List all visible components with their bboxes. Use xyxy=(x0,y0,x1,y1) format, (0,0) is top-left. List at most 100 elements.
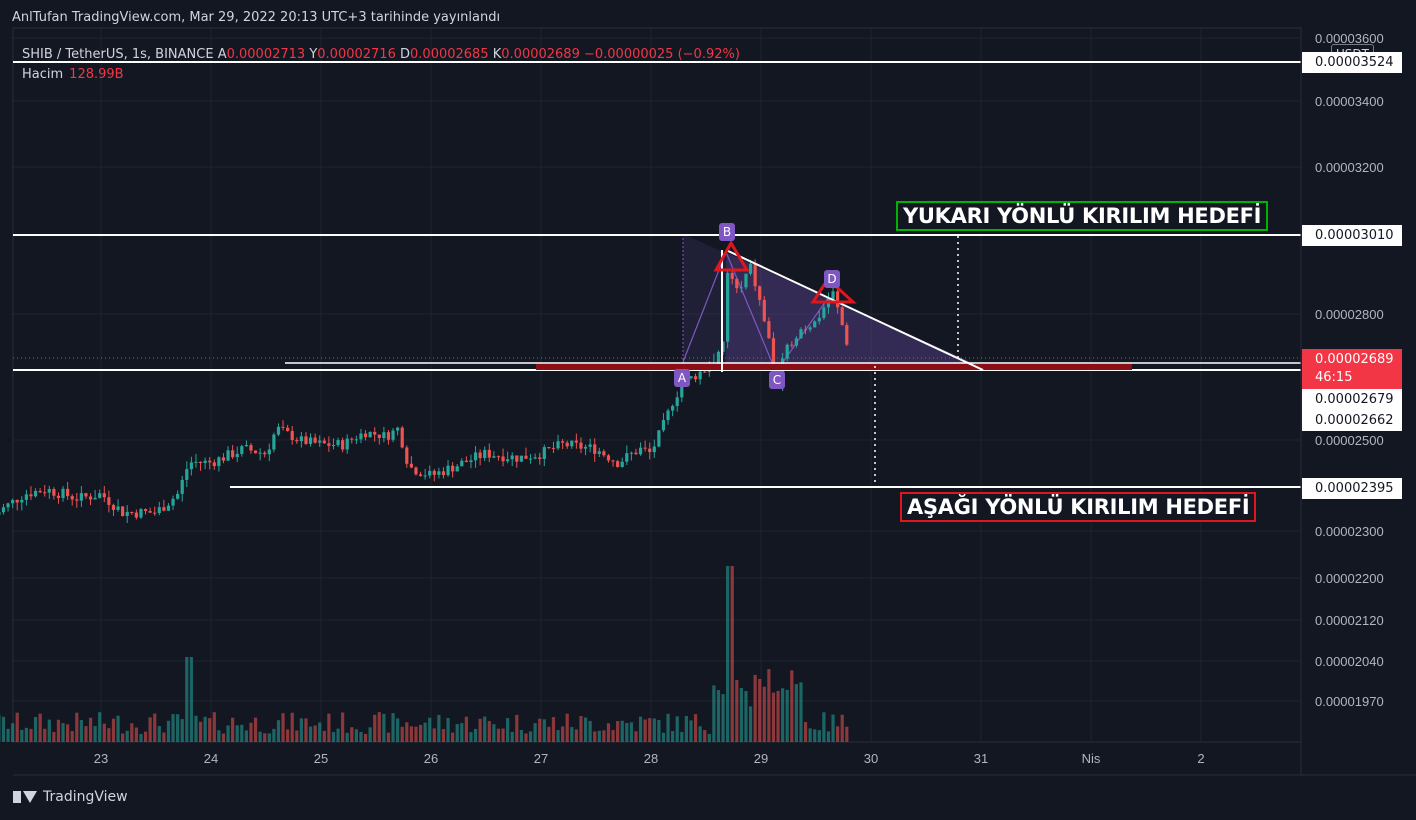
volume-bar xyxy=(451,732,455,742)
candle-body xyxy=(162,507,166,511)
candle-body xyxy=(561,441,565,443)
candle-body xyxy=(386,432,391,440)
legend-ohlc-row: SHIB / TetherUS, 1s, BINANCE A0.00002713… xyxy=(22,45,740,65)
y-tick-label: 0.00003600 xyxy=(1315,31,1384,46)
y-tick-label: 0.00003400 xyxy=(1315,94,1384,109)
pattern-point-b[interactable]: B xyxy=(719,223,735,241)
volume-bar xyxy=(418,724,423,742)
x-tick-label: 28 xyxy=(644,751,658,766)
volume-bar xyxy=(652,718,656,742)
volume-bar xyxy=(794,684,798,742)
volume-bar xyxy=(148,717,152,742)
candle-body xyxy=(176,493,180,499)
candle-body xyxy=(542,447,546,459)
candle-body xyxy=(226,450,230,461)
x-tick-label: 25 xyxy=(314,751,328,766)
price-label-current: 0.00002689 46:15 xyxy=(1302,349,1402,389)
candle-body xyxy=(551,447,556,449)
candle-body xyxy=(336,440,340,446)
y-tick-label: 0.00002300 xyxy=(1315,524,1384,539)
volume-bar xyxy=(542,719,546,742)
volume-bar xyxy=(185,657,189,742)
volume-bar xyxy=(308,726,313,742)
volume-bar xyxy=(680,731,684,742)
candle-body xyxy=(88,496,93,500)
tradingview-logo-icon xyxy=(13,791,39,803)
peak-marker-d xyxy=(810,276,857,304)
candle-body xyxy=(180,479,184,494)
candle-body xyxy=(767,321,771,339)
volume-bar xyxy=(235,725,239,742)
candle-body xyxy=(405,447,409,464)
candle-body xyxy=(506,459,510,462)
volume-bar xyxy=(822,712,826,742)
volume-bar xyxy=(441,729,446,742)
volume-bar xyxy=(391,713,395,742)
volume-bar xyxy=(208,718,212,742)
volume-bar xyxy=(726,566,730,742)
x-tick-label: 30 xyxy=(864,751,878,766)
pane-border xyxy=(12,27,1302,743)
candle-body xyxy=(400,427,404,448)
legend-symbol: SHIB / TetherUS, 1s, BINANCE xyxy=(22,47,214,62)
candle-body xyxy=(52,489,56,496)
candle-body xyxy=(593,444,597,454)
candle-body xyxy=(748,263,753,274)
volume-bar xyxy=(593,731,597,742)
volume-bar xyxy=(354,729,358,742)
volume-bar xyxy=(684,716,688,742)
volume-bar xyxy=(469,732,473,742)
candle-body xyxy=(281,426,285,428)
volume-bar xyxy=(533,723,537,742)
volume-bar xyxy=(386,732,391,742)
overlay-drawings xyxy=(713,236,984,490)
candle-body xyxy=(396,427,400,431)
candle-body xyxy=(148,511,152,513)
y-tick-label: 0.00002040 xyxy=(1315,654,1384,669)
candle-body xyxy=(803,329,808,331)
pattern-point-d[interactable]: D xyxy=(824,270,840,288)
upside-breakout-target-label[interactable]: YUKARI YÖNLÜ KIRILIM HEDEFİ xyxy=(896,201,1269,231)
volume-bar xyxy=(748,706,753,742)
volume-bar xyxy=(286,729,290,742)
candle-body xyxy=(799,329,803,339)
candle-body xyxy=(11,499,15,504)
volume-bar xyxy=(506,718,510,742)
candle-body xyxy=(98,493,102,498)
volume-bar xyxy=(790,670,794,742)
volume-bar xyxy=(716,690,721,742)
volume-bar xyxy=(295,730,299,742)
volume-bar xyxy=(606,723,611,742)
candle-body xyxy=(79,493,83,501)
publisher-line: AnlTufan TradingView.com, Mar 29, 2022 2… xyxy=(12,10,501,25)
candle-body xyxy=(134,512,138,518)
candle-body xyxy=(822,307,826,318)
candle-body xyxy=(492,456,496,458)
candle-body xyxy=(753,263,757,287)
volume-bar xyxy=(551,717,556,742)
tradingview-logo[interactable]: TradingView xyxy=(13,789,128,805)
candle-body xyxy=(716,351,721,365)
candle-body xyxy=(721,341,725,352)
candle-body xyxy=(203,460,207,464)
candle-body xyxy=(171,498,175,506)
pattern-point-a[interactable]: A xyxy=(674,369,690,387)
candle-body xyxy=(620,461,624,467)
candle-body xyxy=(671,405,675,411)
candle-body xyxy=(446,465,450,476)
candle-body xyxy=(726,273,730,342)
downside-breakout-target-label[interactable]: AŞAĞI YÖNLÜ KIRILIM HEDEFİ xyxy=(900,492,1257,522)
volume-bar xyxy=(826,731,831,742)
volume-bar xyxy=(538,718,542,742)
pattern-point-c[interactable]: C xyxy=(769,371,785,389)
candle-body xyxy=(441,471,446,476)
x-tick-label: Nis xyxy=(1082,751,1101,766)
candle-body xyxy=(56,495,61,499)
volume-bar xyxy=(143,731,148,742)
candle-body xyxy=(240,446,244,454)
candle-body xyxy=(698,371,702,380)
volume-bar xyxy=(803,722,808,742)
candle-body xyxy=(304,436,308,444)
volume-bar xyxy=(808,728,812,742)
